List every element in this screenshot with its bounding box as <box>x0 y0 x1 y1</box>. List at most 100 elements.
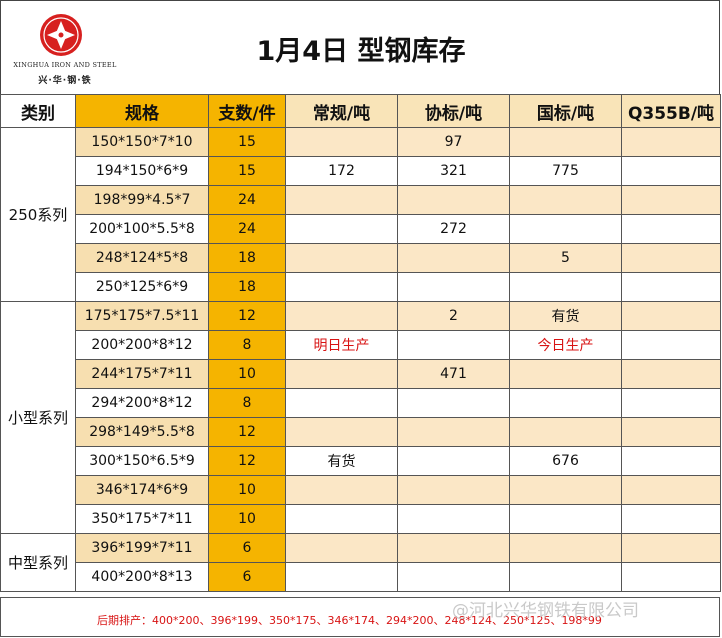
column-header-category: 类别 <box>0 94 76 128</box>
regular-cell: 明日生产 <box>285 330 398 360</box>
table-header-row: 类别 规格 支数/件 常规/吨 协标/吨 国标/吨 Q355B/吨 <box>0 94 721 128</box>
national-cell <box>509 185 622 215</box>
regular-cell <box>285 533 398 563</box>
regular-cell <box>285 214 398 244</box>
assoc-cell <box>397 388 510 418</box>
q355b-cell <box>621 185 721 215</box>
regular-cell <box>285 272 398 302</box>
regular-cell <box>285 359 398 389</box>
assoc-cell: 272 <box>397 214 510 244</box>
assoc-cell: 471 <box>397 359 510 389</box>
logo-chinese-name: 兴·华·钢·铁 <box>38 76 92 86</box>
table-row: 250*125*6*9 18 <box>1 272 721 302</box>
column-header-regular: 常规/吨 <box>285 94 398 128</box>
national-cell <box>509 533 622 563</box>
count-cell: 8 <box>208 388 286 418</box>
category-cell: 小型系列 <box>0 301 76 534</box>
production-schedule-footer: 后期排产：400*200、396*199、350*175、346*174、294… <box>0 597 720 637</box>
q355b-cell <box>621 446 721 476</box>
count-cell: 12 <box>208 446 286 476</box>
q355b-cell <box>621 562 721 592</box>
assoc-cell: 2 <box>397 301 510 331</box>
q355b-cell <box>621 243 721 273</box>
count-cell: 12 <box>208 301 286 331</box>
q355b-cell <box>621 156 721 186</box>
spec-cell: 400*200*8*13 <box>75 562 209 592</box>
count-cell: 15 <box>208 156 286 186</box>
count-cell: 10 <box>208 475 286 505</box>
column-header-assoc: 协标/吨 <box>397 94 510 128</box>
spec-cell: 396*199*7*11 <box>75 533 209 563</box>
count-cell: 6 <box>208 562 286 592</box>
regular-cell <box>285 562 398 592</box>
regular-cell <box>285 185 398 215</box>
table-row: 298*149*5.5*8 12 <box>1 417 721 447</box>
page-title: 1月4日 型钢库存 <box>256 36 466 67</box>
table-row: 200*100*5.5*8 24 272 <box>1 214 721 244</box>
q355b-cell <box>621 301 721 331</box>
assoc-cell <box>397 185 510 215</box>
national-cell <box>509 127 622 157</box>
column-header-national: 国标/吨 <box>509 94 622 128</box>
count-cell: 24 <box>208 185 286 215</box>
regular-cell <box>285 388 398 418</box>
q355b-cell <box>621 533 721 563</box>
spec-cell: 200*100*5.5*8 <box>75 214 209 244</box>
company-logo: XINGHUA IRON AND STEEL 兴·华·钢·铁 <box>7 7 123 91</box>
category-cell: 250系列 <box>0 127 76 302</box>
table-row: 350*175*7*11 10 <box>1 504 721 534</box>
national-cell <box>509 214 622 244</box>
regular-cell: 172 <box>285 156 398 186</box>
count-cell: 15 <box>208 127 286 157</box>
spec-cell: 194*150*6*9 <box>75 156 209 186</box>
count-cell: 18 <box>208 243 286 273</box>
assoc-cell: 321 <box>397 156 510 186</box>
watermark: @河北兴华钢铁有限公司 <box>452 601 639 621</box>
regular-cell <box>285 301 398 331</box>
regular-cell <box>285 475 398 505</box>
q355b-cell <box>621 504 721 534</box>
q355b-cell <box>621 359 721 389</box>
spec-cell: 350*175*7*11 <box>75 504 209 534</box>
table-row: 294*200*8*12 8 <box>1 388 721 418</box>
national-cell: 今日生产 <box>509 330 622 360</box>
table-row: 300*150*6.5*9 12 有货 676 <box>1 446 721 476</box>
regular-cell: 有货 <box>285 446 398 476</box>
table-row: 198*99*4.5*7 24 <box>1 185 721 215</box>
sheet-header: XINGHUA IRON AND STEEL 兴·华·钢·铁 1月4日 型钢库存 <box>0 0 720 94</box>
logo-english-name: XINGHUA IRON AND STEEL <box>13 61 117 69</box>
national-cell: 有货 <box>509 301 622 331</box>
column-header-count: 支数/件 <box>208 94 286 128</box>
table-row: 小型系列 175*175*7.5*11 12 2 有货 <box>0 301 721 534</box>
spec-cell: 175*175*7.5*11 <box>75 301 209 331</box>
count-cell: 10 <box>208 359 286 389</box>
count-cell: 24 <box>208 214 286 244</box>
table-row: 400*200*8*13 6 <box>1 562 721 592</box>
table-row: 194*150*6*9 15 172 321 775 <box>1 156 721 186</box>
inventory-table: 类别 规格 支数/件 常规/吨 协标/吨 国标/吨 Q355B/吨 250系列 1… <box>0 94 721 592</box>
national-cell <box>509 388 622 418</box>
regular-cell <box>285 417 398 447</box>
category-cell: 中型系列 <box>0 533 76 592</box>
spec-cell: 346*174*6*9 <box>75 475 209 505</box>
assoc-cell <box>397 475 510 505</box>
q355b-cell <box>621 475 721 505</box>
q355b-cell <box>621 330 721 360</box>
column-header-q355b: Q355B/吨 <box>621 94 721 128</box>
spec-cell: 198*99*4.5*7 <box>75 185 209 215</box>
assoc-cell <box>397 562 510 592</box>
regular-cell <box>285 127 398 157</box>
national-cell <box>509 359 622 389</box>
national-cell <box>509 272 622 302</box>
q355b-cell <box>621 388 721 418</box>
assoc-cell <box>397 417 510 447</box>
spec-cell: 200*200*8*12 <box>75 330 209 360</box>
count-cell: 8 <box>208 330 286 360</box>
spec-cell: 294*200*8*12 <box>75 388 209 418</box>
spec-cell: 300*150*6.5*9 <box>75 446 209 476</box>
q355b-cell <box>621 272 721 302</box>
table-row: 200*200*8*12 8 明日生产 今日生产 <box>1 330 721 360</box>
assoc-cell <box>397 504 510 534</box>
assoc-cell <box>397 243 510 273</box>
